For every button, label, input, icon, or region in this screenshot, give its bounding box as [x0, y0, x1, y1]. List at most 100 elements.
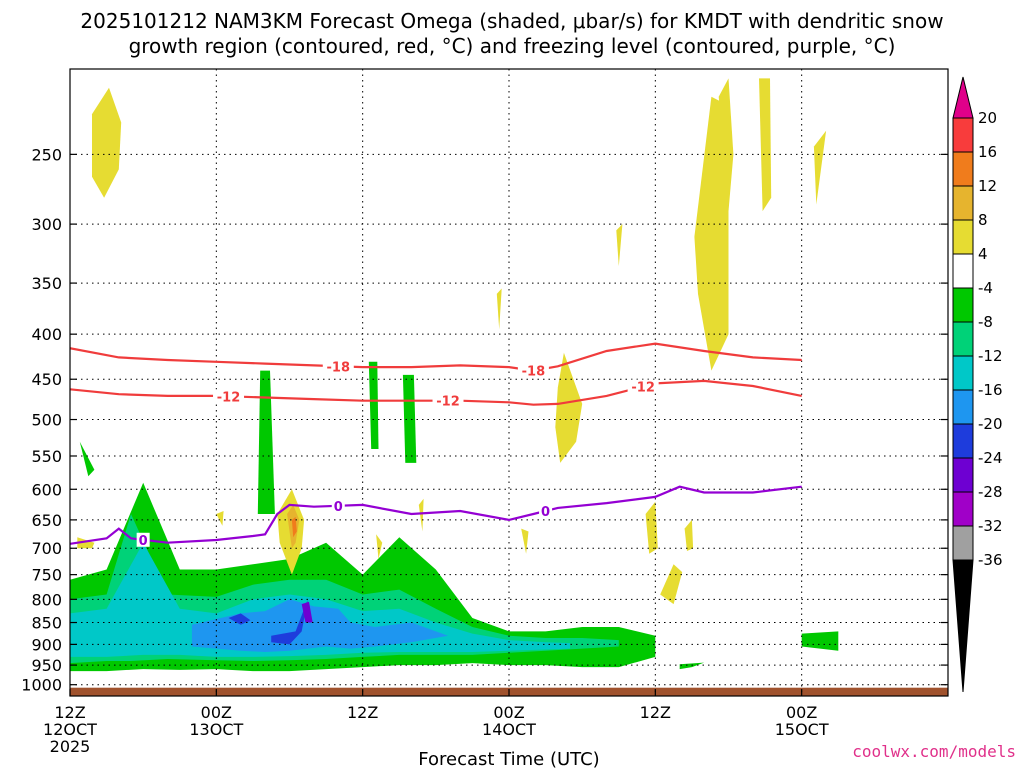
y-tick-label-700: 700 [31, 539, 62, 558]
omega-region-18 [694, 96, 729, 371]
freezing-level-label-1: 0 [334, 500, 343, 515]
isotherm-minus18-label-bg-1 [517, 363, 549, 378]
plot-area: -18 -18 -12 -12 -12 0 0 0 [70, 69, 948, 696]
x-tick-label-24-0: 12Z [347, 703, 378, 722]
x-tick-label-36-1: 14OCT [482, 720, 536, 739]
omega-region-24 [77, 537, 95, 549]
isotherm-minus18-label-1: -18 [522, 365, 546, 380]
colorbar-tick-8: -16 [978, 381, 1003, 399]
isotherm-minus18-line [70, 342, 802, 372]
x-tick-label-60-0: 00Z [786, 703, 817, 722]
colorbar-tick-9: -20 [978, 415, 1003, 433]
omega-region-9 [191, 599, 448, 652]
colorbar-tick-3: 8 [978, 211, 988, 229]
omega-region-19 [718, 78, 734, 212]
chart-title-line1: 2025101212 NAM3KM Forecast Omega (shaded… [80, 9, 943, 33]
omega-region-13 [92, 87, 122, 198]
x-tick-label-0-2: 2025 [50, 737, 91, 756]
chart-title-line2: growth region (contoured, red, °C) and f… [129, 34, 896, 58]
isotherm-minus12-label-1: -12 [436, 395, 460, 410]
colorbar-segment-5 [952, 253, 974, 289]
colorbar-tick-10: -24 [978, 449, 1003, 467]
y-tick-label-650: 650 [31, 511, 62, 530]
y-tick-label-600: 600 [31, 480, 62, 499]
isotherm-minus12-label-bg-1 [432, 393, 464, 408]
colorbar-bottom-triangle [952, 559, 974, 693]
omega-region-17 [555, 352, 583, 463]
omega-region-16 [291, 516, 297, 538]
freezing-level-label-2: 0 [541, 505, 550, 520]
omega-region-3 [402, 374, 417, 463]
y-tick-label-900: 900 [31, 635, 62, 654]
omega-region-28 [521, 528, 529, 554]
x-tick-label-36-0: 00Z [493, 703, 524, 722]
isotherm-minus12-label-bg-2 [627, 379, 659, 394]
colorbar-tick-12: -32 [978, 517, 1003, 535]
y-tick-label-400: 400 [31, 325, 62, 344]
omega-region-31 [813, 130, 827, 205]
y-tick-label-750: 750 [31, 566, 62, 585]
colorbar-top-triangle [952, 76, 974, 119]
freezing-level-line [70, 485, 802, 545]
colorbar-segment-7 [952, 321, 974, 357]
colorbar-tick-13: -36 [978, 551, 1003, 569]
omega-region-26 [376, 534, 383, 559]
colorbar-segment-8 [952, 355, 974, 391]
freezing-level-label-bg-0 [136, 532, 150, 547]
colorbar-segment-3 [952, 185, 974, 221]
omega-region-1 [257, 370, 275, 514]
colorbar-tick-0: 20 [978, 109, 997, 127]
colorbar-tick-2: 12 [978, 177, 997, 195]
colorbar-segment-6 [952, 287, 974, 323]
isotherm-minus12-label-2: -12 [631, 381, 655, 396]
omega-region-27 [418, 498, 424, 532]
omega-region-10 [228, 613, 251, 625]
omega-region-29 [496, 288, 502, 330]
gridlines [70, 69, 948, 696]
y-tick-label-800: 800 [31, 590, 62, 609]
colorbar-tick-1: 16 [978, 143, 997, 161]
omega-region-6 [679, 662, 705, 670]
x-tick-label-60-1: 15OCT [775, 720, 829, 739]
y-tick-label-350: 350 [31, 274, 62, 293]
credit-text: coolwx.com/models [852, 742, 1016, 761]
isotherm-minus12-label-bg-0 [213, 389, 245, 404]
x-tick-label-0-0: 12Z [54, 703, 85, 722]
isotherm-minus18-label-bg-0 [322, 359, 354, 374]
omega-region-5 [801, 631, 839, 651]
omega-region-22 [660, 564, 683, 605]
y-tick-label-300: 300 [31, 215, 62, 234]
colorbar-segment-13 [952, 525, 974, 561]
x-tick-label-0-1: 12OCT [43, 720, 97, 739]
colorbar-tick-5: -4 [978, 279, 993, 297]
contours: -18 -18 -12 -12 -12 0 0 0 [70, 342, 802, 549]
colorbar-tick-7: -12 [978, 347, 1003, 365]
colorbar-segment-11 [952, 457, 974, 493]
colorbar-tick-6: -8 [978, 313, 993, 331]
y-tick-label-950: 950 [31, 656, 62, 675]
freezing-level-label-bg-1 [331, 498, 345, 513]
colorbar-segment-2 [952, 151, 974, 187]
y-tick-label-1000: 1000 [21, 676, 62, 695]
y-tick-label-500: 500 [31, 411, 62, 430]
omega-region-30 [616, 224, 623, 267]
freezing-level-label-0: 0 [139, 534, 148, 549]
omega-region-20 [759, 78, 772, 212]
y-tick-label-450: 450 [31, 370, 62, 389]
x-tick-label-12-1: 13OCT [189, 720, 243, 739]
isotherm-minus18-label-0: -18 [327, 360, 351, 375]
colorbar-segment-10 [952, 423, 974, 459]
y-axis: 250 300 350 400 450 500 550 600 650 700 750 800 850 9… [21, 145, 948, 695]
omega-region-21 [645, 501, 658, 554]
colorbar-segment-4 [952, 219, 974, 255]
colorbar-segment-1 [952, 117, 974, 153]
colorbar-segment-12 [952, 491, 974, 527]
isotherm-minus12-label-0: -12 [217, 390, 241, 405]
colorbar-tick-11: -28 [978, 483, 1003, 501]
y-tick-label-550: 550 [31, 447, 62, 466]
colorbar: 20 16 12 8 4 -4 -8 -12 -16 -20 -24 -28 -32 -36 [952, 76, 1003, 693]
omega-shading [70, 78, 839, 672]
y-tick-label-250: 250 [31, 145, 62, 164]
